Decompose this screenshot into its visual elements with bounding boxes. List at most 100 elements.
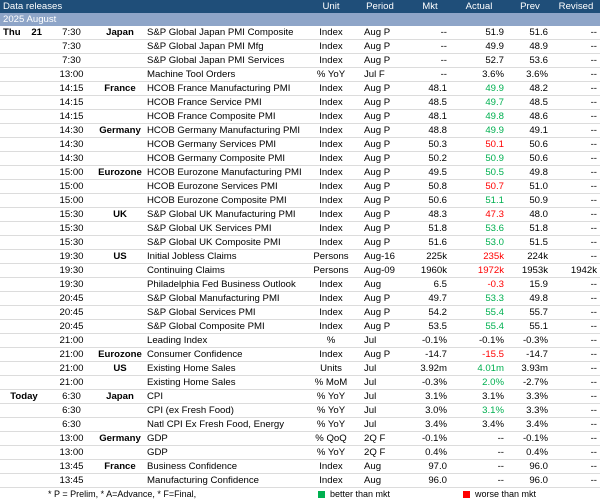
row-date-cell [0,208,48,221]
row-mkt: 3.4% [425,419,447,430]
row-actual: 49.8 [485,111,504,122]
row-period: Aug P [364,55,391,66]
row-unit: Index [319,153,343,164]
row-unit: Index [319,209,343,220]
row-mkt: 6.5 [433,279,447,290]
row-unit: % YoY [316,419,346,430]
row-country [95,292,145,305]
row-actual: 49.9 [485,83,504,94]
row-date-cell [0,418,48,431]
row-prev: 1953k [521,265,548,276]
row-country [95,194,145,207]
row-event: GDP [147,447,168,458]
table-row: 15:00 HCOB Eurozone Composite PMI Index Aug… [0,194,600,208]
row-day: Today [10,391,38,402]
row-country: Germany [99,433,141,444]
row-actual: 50.7 [485,181,504,192]
row-date-cell [0,362,48,375]
row-prev: 48.2 [529,83,548,94]
row-time: 15:30 [59,209,84,220]
row-prev: 51.0 [529,181,548,192]
row-time: 14:15 [59,111,84,122]
row-unit: Index [319,293,343,304]
table-row: 19:30 Philadelphia Fed Business Outlook In… [0,278,600,292]
row-actual: 3.1% [482,391,504,402]
row-unit: Index [319,83,343,94]
row-prev: 0.4% [526,447,548,458]
row-country [95,278,145,291]
row-revised: -- [590,209,597,220]
row-unit: Index [319,307,343,318]
row-event: Continuing Claims [147,265,225,276]
row-mkt: 50.3 [428,139,447,150]
row-date-cell [0,474,48,487]
row-mkt: -14.7 [425,349,447,360]
row-actual: 55.4 [485,321,504,332]
table-body: Thu 21 7:30 Japan S&P Global Japan PMI Compo… [0,26,600,488]
row-event: S&P Global UK Manufacturing PMI [147,209,296,220]
row-period: Aug [364,475,382,486]
row-revised: -- [590,307,597,318]
row-country: Eurozone [98,349,142,360]
row-date-cell [0,250,48,263]
row-prev: 96.0 [529,461,548,472]
row-unit: Index [319,279,343,290]
table-footer: * P = Prelim, * A=Advance, * F=Final, be… [0,488,600,501]
row-date-cell [0,82,48,95]
table-row: 21:00 US Existing Home Sales Units Jul 3.92m 4… [0,362,600,376]
row-prev: 48.9 [529,41,548,52]
row-period: Aug P [364,307,391,318]
row-prev: 48.5 [529,97,548,108]
row-unit: Index [319,55,343,66]
row-unit: Index [319,349,343,360]
row-event: HCOB France Manufacturing PMI [147,83,291,94]
row-period: Aug-16 [364,251,395,262]
row-actual: -0.1% [478,335,504,346]
row-actual: -- [497,475,504,486]
row-prev: 55.7 [529,307,548,318]
row-actual: -- [497,433,504,444]
row-period: Aug P [364,349,391,360]
row-country: UK [113,209,127,220]
row-unit: Index [319,167,343,178]
row-revised: -- [590,97,597,108]
row-date-cell [0,432,48,445]
row-time: 13:00 [59,69,84,80]
row-revised: -- [590,363,597,374]
row-date-cell: Thu 21 [0,26,48,39]
table-header-row: Data releases Unit Period Mkt Actual Pre… [0,0,600,13]
row-country: US [113,363,127,374]
row-revised: -- [590,111,597,122]
row-revised: -- [590,139,597,150]
row-prev: 50.9 [529,195,548,206]
row-period: Aug P [364,139,391,150]
row-time: 15:30 [59,237,84,248]
row-revised: -- [590,55,597,66]
table-row: 20:45 S&P Global Composite PMI Index Aug P 5… [0,320,600,334]
row-period: Aug P [364,195,391,206]
row-mkt: 1960k [420,265,447,276]
row-unit: Persons [313,251,349,262]
row-actual: 50.9 [485,153,504,164]
row-mkt: 96.0 [428,475,447,486]
table-row: 21:00 Leading Index% Jul -0.1% -0.1% -0.3% -- [0,334,600,348]
row-period: Jul [364,377,377,388]
row-revised: -- [590,377,597,388]
column-header-revised: Revised [558,1,594,12]
row-prev: -2.7% [522,377,548,388]
table-row: 19:30 US Initial Jobless Claims Persons Aug-… [0,250,600,264]
row-time: 21:00 [59,335,84,346]
row-unit: Units [320,363,342,374]
row-date-cell [0,96,48,109]
row-period: Aug [364,461,382,472]
row-revised: -- [590,419,597,430]
column-header-period: Period [366,1,394,12]
row-prev: 3.93m [521,363,548,374]
row-period: Jul [364,405,377,416]
row-prev: -0.1% [522,433,548,444]
footnote: * P = Prelim, * A=Advance, * F=Final, [48,489,197,499]
row-event: HCOB Germany Services PMI [147,139,277,150]
row-country [95,138,145,151]
row-time: 14:15 [59,83,84,94]
row-revised: 1942k [570,265,597,276]
